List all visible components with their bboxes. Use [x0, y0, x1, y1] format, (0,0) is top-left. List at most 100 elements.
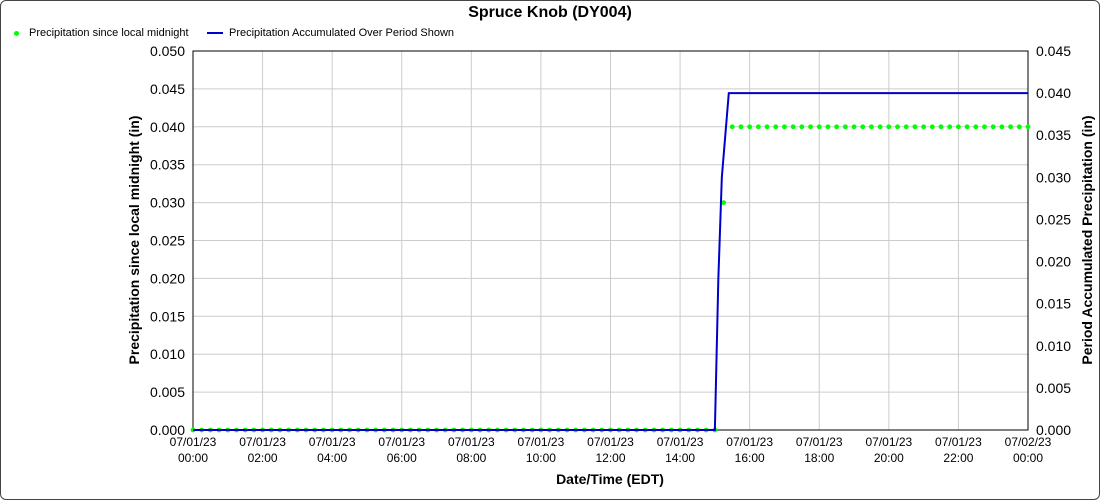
data-point: [912, 124, 918, 130]
data-point: [747, 124, 753, 130]
data-point: [773, 124, 779, 130]
data-point: [1016, 124, 1022, 130]
y-left-tick-label: 0.040: [150, 119, 185, 135]
x-tick-time: 12:00: [595, 451, 625, 465]
y-right-tick-label: 0.035: [1036, 127, 1071, 143]
x-tick-time: 20:00: [874, 451, 904, 465]
left-y-axis-ticks: 0.000 0.005 0.010 0.015 0.020 0.025 0.030 0.035…: [150, 43, 185, 438]
data-point: [816, 124, 822, 130]
data-point: [799, 124, 805, 130]
legend-item-precip-midnight: Precipitation since local midnight: [14, 27, 189, 39]
x-axis-label: Date/Time (EDT): [556, 471, 664, 487]
x-axis-ticks: 07/01/23 00:00 07/01/23 02:00 07/01/23 04:00 0…: [170, 435, 1052, 465]
data-point: [782, 124, 787, 130]
y-right-tick-label: 0.045: [1036, 43, 1071, 59]
legend-swatch-blue-line: [207, 32, 223, 34]
data-point: [738, 124, 744, 130]
data-point: [790, 124, 796, 130]
x-tick-time: 08:00: [456, 451, 486, 465]
x-tick-date: 07/01/23: [726, 435, 773, 449]
y-left-tick-label: 0.025: [150, 233, 185, 249]
y-right-tick-label: 0.030: [1036, 169, 1071, 185]
data-point: [921, 124, 927, 130]
y-right-tick-label: 0.005: [1036, 380, 1071, 396]
y-right-tick-label: 0.025: [1036, 211, 1071, 227]
x-tick-date: 07/01/23: [170, 435, 217, 449]
y-right-tick-label: 0.000: [1036, 422, 1071, 438]
data-point: [764, 124, 770, 130]
x-tick-date: 07/01/23: [239, 435, 286, 449]
x-tick-time: 16:00: [735, 451, 765, 465]
legend-label-period-accumulated: Precipitation Accumulated Over Period Sh…: [229, 27, 455, 39]
grid-lines: [192, 50, 1029, 431]
data-point: [1025, 124, 1031, 130]
legend-swatch-green-dot: [14, 30, 19, 36]
data-point: [938, 124, 944, 130]
data-point: [755, 124, 761, 130]
data-point: [903, 124, 909, 130]
x-tick-date: 07/01/23: [378, 435, 425, 449]
data-point: [929, 124, 935, 130]
data-point: [825, 124, 831, 130]
y-axis-left-label: Precipitation since local midnight (in): [126, 116, 142, 365]
y-right-tick-label: 0.040: [1036, 85, 1071, 101]
data-point: [973, 124, 979, 130]
y-left-tick-label: 0.020: [150, 270, 185, 286]
data-point: [860, 124, 866, 130]
y-left-tick-label: 0.050: [150, 43, 185, 59]
data-point: [851, 124, 857, 130]
chart-title: Spruce Knob (DY004): [468, 4, 632, 21]
x-tick-date: 07/01/23: [587, 435, 634, 449]
y-right-tick-label: 0.015: [1036, 296, 1071, 312]
data-point: [721, 200, 726, 206]
x-tick-date: 07/01/23: [657, 435, 704, 449]
data-point: [808, 124, 813, 130]
x-tick-time: 04:00: [317, 451, 347, 465]
x-tick-date: 07/01/23: [796, 435, 843, 449]
x-tick-time: 14:00: [665, 451, 695, 465]
x-tick-time: 00:00: [178, 451, 208, 465]
data-point: [842, 124, 848, 130]
x-tick-time: 18:00: [804, 451, 834, 465]
x-tick-date: 07/01/23: [518, 435, 565, 449]
data-point: [982, 124, 987, 130]
y-right-tick-label: 0.020: [1036, 254, 1071, 270]
series-period-accumulated: [193, 92, 1028, 431]
y-left-tick-label: 0.035: [150, 157, 185, 173]
data-point: [886, 124, 892, 130]
x-tick-time: 22:00: [943, 451, 973, 465]
data-point: [895, 124, 900, 130]
data-point: [990, 124, 996, 130]
right-y-axis-ticks: 0.000 0.005 0.010 0.015 0.020 0.025 0.030 0.035…: [1036, 43, 1071, 438]
x-tick-time: 02:00: [248, 451, 278, 465]
x-tick-time: 10:00: [526, 451, 556, 465]
data-point: [834, 124, 840, 130]
data-point: [964, 124, 970, 130]
data-point: [1008, 124, 1014, 130]
y-left-tick-label: 0.045: [150, 81, 185, 97]
x-tick-date: 07/01/23: [865, 435, 912, 449]
legend-label-precip-midnight: Precipitation since local midnight: [29, 27, 189, 39]
y-axis-right-label: Period Accumulated Precipitation (in): [1079, 115, 1095, 364]
y-left-tick-label: 0.005: [150, 384, 185, 400]
y-left-tick-label: 0.015: [150, 308, 185, 324]
y-left-tick-label: 0.010: [150, 346, 185, 362]
y-left-tick-label: 0.030: [150, 195, 185, 211]
series-line-period-accumulated: [193, 92, 1028, 431]
data-point: [999, 124, 1005, 130]
x-tick-date: 07/02/23: [1005, 435, 1052, 449]
series-precip-midnight: [190, 124, 1031, 433]
y-left-tick-label: 0.000: [150, 422, 185, 438]
data-point: [877, 124, 883, 130]
x-tick-time: 06:00: [387, 451, 417, 465]
x-tick-time: 00:00: [1013, 451, 1043, 465]
data-point: [947, 124, 953, 130]
x-tick-date: 07/01/23: [448, 435, 495, 449]
data-point: [869, 124, 874, 130]
y-right-tick-label: 0.010: [1036, 338, 1071, 354]
x-tick-date: 07/01/23: [935, 435, 982, 449]
x-tick-date: 07/01/23: [309, 435, 356, 449]
data-point: [729, 124, 735, 130]
